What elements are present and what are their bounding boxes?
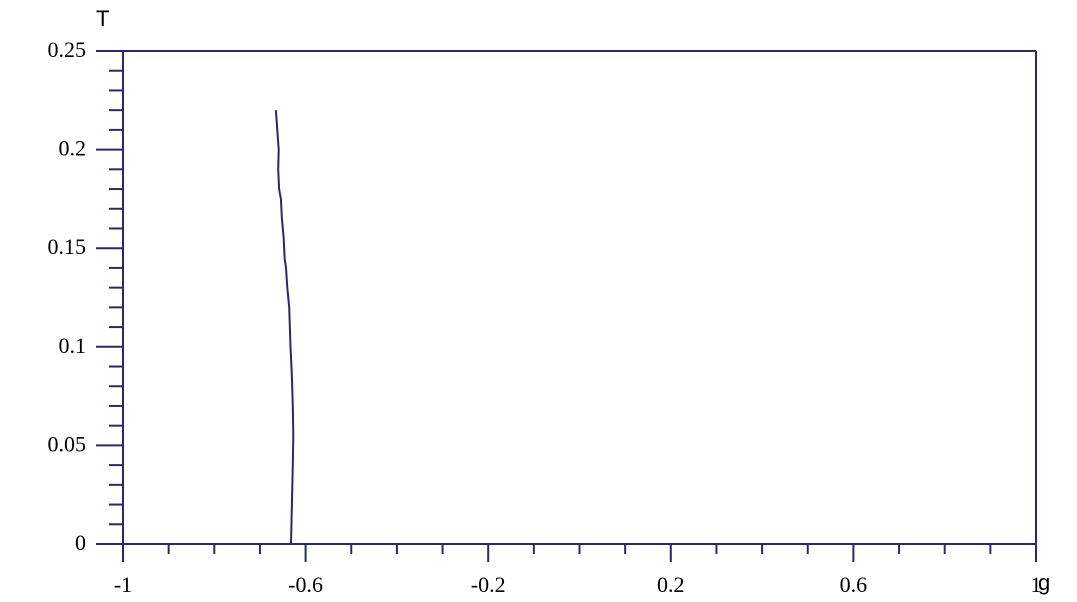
y-tick-label: 0.25 bbox=[48, 37, 87, 62]
x-tick-label: -0.6 bbox=[288, 572, 323, 597]
series-layer bbox=[274, 110, 295, 545]
y-tick-label: 0.2 bbox=[59, 136, 87, 161]
axes bbox=[122, 50, 1037, 545]
y-tick-label: 0.05 bbox=[48, 431, 87, 456]
y-axis-label: T bbox=[96, 6, 109, 31]
tick-labels: -1 -0.6 -0.2 0.2 0.6 1 0 0.05 0.1 0.15 0.2 0.25 bbox=[48, 37, 1042, 597]
x-tick-label: 0.6 bbox=[840, 572, 868, 597]
x-tick-label: -1 bbox=[114, 572, 132, 597]
series-line bbox=[274, 110, 295, 545]
x-tick-label: -0.2 bbox=[471, 572, 506, 597]
y-tick-label: 0 bbox=[75, 530, 86, 555]
x-tick-label: 0.2 bbox=[657, 572, 685, 597]
x-axis-label: g bbox=[1038, 570, 1050, 595]
y-tick-label: 0.15 bbox=[48, 234, 87, 259]
x-tick-label: 1 bbox=[1031, 572, 1042, 597]
ticks bbox=[96, 50, 1037, 562]
y-tick-label: 0.1 bbox=[59, 333, 87, 358]
